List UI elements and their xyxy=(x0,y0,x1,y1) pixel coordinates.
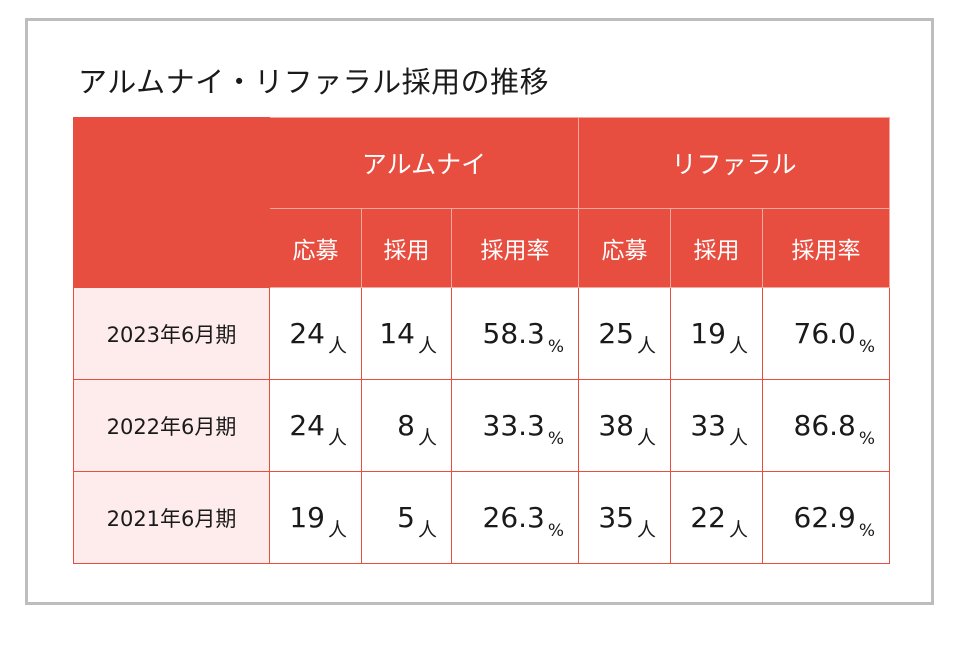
referral-hires-cell: 22 人 xyxy=(670,471,764,564)
referral-rate-cell: 86.8% xyxy=(762,379,891,472)
alumni-rate-cell: 33.3% xyxy=(450,379,580,472)
row-label: 2021年6月期 xyxy=(73,471,270,564)
unit-label: 人 xyxy=(637,519,657,541)
referral-applications-cell: 38 人 xyxy=(578,379,672,472)
referral-applications-cell: 35 人 xyxy=(578,471,672,564)
cell-value: 38 xyxy=(598,409,634,442)
corner-header xyxy=(73,117,270,288)
referral-hires-cell: 19 人 xyxy=(670,287,764,380)
unit-label: % xyxy=(547,429,565,449)
unit-label: % xyxy=(858,429,876,449)
cell-value: 62.9 xyxy=(793,501,856,534)
unit-label: 人 xyxy=(729,335,749,357)
cell-value: 35 xyxy=(598,501,634,534)
unit-label: 人 xyxy=(327,519,347,541)
unit-label: 人 xyxy=(417,335,437,357)
cell-value: 22 xyxy=(690,501,726,534)
table-row: 2023年6月期 24 人 14 人 58.3% 25 人 19 人 76.0% xyxy=(73,287,891,380)
alumni-applications-cell: 24 人 xyxy=(269,287,362,380)
cell-value: 8 xyxy=(397,409,415,442)
group-header-referral: リファラル xyxy=(578,117,891,209)
alumni-rate-cell: 26.3% xyxy=(450,471,580,564)
group-header-alumni: アルムナイ xyxy=(268,117,580,209)
row-label: 2022年6月期 xyxy=(73,379,270,472)
cell-value: 26.3 xyxy=(482,501,545,534)
cell-value: 25 xyxy=(598,317,634,350)
referral-hires-cell: 33 人 xyxy=(670,379,764,472)
cell-value: 5 xyxy=(397,501,415,534)
unit-label: 人 xyxy=(729,427,749,449)
col-header-rate: 採用率 xyxy=(450,208,580,288)
unit-label: 人 xyxy=(417,427,437,449)
unit-label: % xyxy=(547,337,565,357)
col-header-hires: 採用 xyxy=(361,208,452,288)
unit-label: % xyxy=(858,521,876,541)
cell-value: 76.0 xyxy=(793,317,856,350)
unit-label: 人 xyxy=(729,519,749,541)
col-header-hires: 採用 xyxy=(670,208,764,288)
cell-value: 58.3 xyxy=(482,317,545,350)
unit-label: % xyxy=(547,521,565,541)
unit-label: 人 xyxy=(417,519,437,541)
cell-value: 19 xyxy=(690,317,726,350)
cell-value: 24 xyxy=(289,317,325,350)
unit-label: 人 xyxy=(327,427,347,449)
referral-applications-cell: 25 人 xyxy=(578,287,672,380)
alumni-hires-cell: 14 人 xyxy=(361,287,452,380)
cell-value: 33.3 xyxy=(482,409,545,442)
cell-value: 86.8 xyxy=(793,409,856,442)
col-header-applications: 応募 xyxy=(269,208,362,288)
unit-label: % xyxy=(858,337,876,357)
cell-value: 24 xyxy=(289,409,325,442)
unit-label: 人 xyxy=(327,335,347,357)
cell-value: 14 xyxy=(379,317,415,350)
row-label: 2023年6月期 xyxy=(73,287,270,380)
cell-value: 33 xyxy=(690,409,726,442)
chart-title: アルムナイ・リファラル採用の推移 xyxy=(78,65,550,99)
data-table: アルムナイ リファラル 応募 採用 採用率 応募 採用 採用率 2023年6月期… xyxy=(73,117,891,564)
alumni-applications-cell: 24 人 xyxy=(269,379,362,472)
referral-rate-cell: 62.9% xyxy=(762,471,891,564)
referral-rate-cell: 76.0% xyxy=(762,287,891,380)
cell-value: 19 xyxy=(289,501,325,534)
col-header-applications: 応募 xyxy=(578,208,672,288)
alumni-applications-cell: 19 人 xyxy=(269,471,362,564)
unit-label: 人 xyxy=(637,427,657,449)
col-header-rate: 採用率 xyxy=(762,208,891,288)
unit-label: 人 xyxy=(637,335,657,357)
alumni-rate-cell: 58.3% xyxy=(450,287,580,380)
